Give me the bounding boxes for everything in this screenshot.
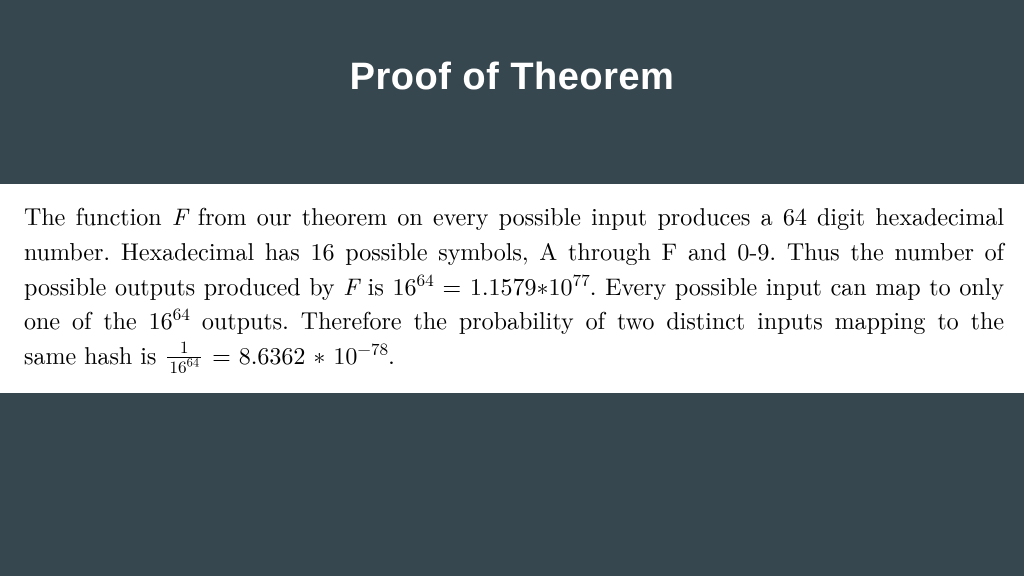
- exponent: 64: [417, 268, 434, 292]
- fraction: 11664: [167, 338, 201, 377]
- text-segment: = 1.1579∗10: [434, 268, 573, 302]
- text-segment: The function: [24, 198, 172, 232]
- exponent: 64: [173, 302, 190, 326]
- text-segment: = 8.6362 ∗ 10: [204, 337, 357, 371]
- exponent: 77: [573, 268, 590, 292]
- variable-F: F: [343, 268, 359, 302]
- proof-content-block: The function F from our theorem on every…: [0, 184, 1024, 393]
- denominator: 1664: [167, 358, 201, 377]
- exponent: −78: [357, 337, 388, 361]
- proof-text: The function F from our theorem on every…: [24, 198, 1004, 379]
- variable-F: F: [172, 198, 188, 232]
- text-segment: .: [388, 337, 395, 371]
- text-segment: is 16: [359, 268, 417, 302]
- slide-title: Proof of Theorem: [0, 0, 1024, 99]
